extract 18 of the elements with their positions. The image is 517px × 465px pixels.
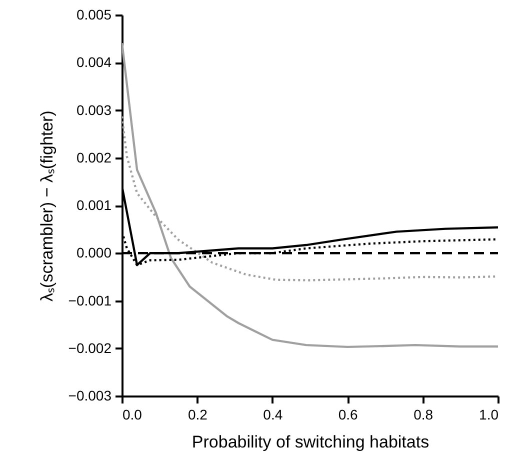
- y-tick-label: 0.002: [76, 149, 112, 166]
- line-series: [122, 42, 498, 348]
- y-tick-label: 0.004: [76, 54, 112, 70]
- y-tick-label: 0.001: [76, 197, 112, 213]
- y-tick-label: 0.003: [76, 102, 112, 118]
- y-axis-title: λₛ(scrambler) − λₛ(fighter): [37, 110, 56, 302]
- x-tick-label: 1.0: [479, 406, 499, 422]
- x-tick-label: 0.4: [263, 406, 283, 422]
- y-tick-label: −0.003: [68, 388, 112, 404]
- x-tick-label: 0.8: [414, 406, 434, 422]
- y-tick-label: 0.000: [76, 244, 112, 261]
- x-tick-label: 0.6: [338, 406, 358, 422]
- y-tick-label: −0.002: [68, 340, 112, 356]
- x-tick-label: 0.0: [122, 406, 142, 422]
- x-axis-title: Probability of switching habitats: [192, 432, 430, 452]
- y-tick-label: 0.005: [76, 6, 112, 22]
- x-tick-label: 0.2: [188, 406, 208, 422]
- y-tick-label: −0.001: [68, 292, 112, 308]
